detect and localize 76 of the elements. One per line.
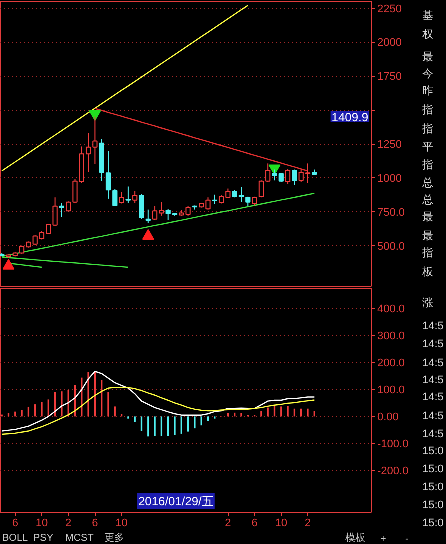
y-tick-label: 100.0 xyxy=(378,384,406,397)
text: 基 xyxy=(422,9,434,22)
text: 指 xyxy=(422,104,434,116)
text: + xyxy=(380,534,386,544)
text: 15:0 xyxy=(422,500,444,512)
x-tick-label: 2 xyxy=(66,518,72,530)
candlestick xyxy=(132,191,138,204)
y-tick-label: 400.0 xyxy=(378,304,406,316)
text: 昨 xyxy=(422,86,434,98)
text: 模板 xyxy=(346,532,366,544)
text: 最 xyxy=(422,212,434,224)
point xyxy=(142,229,154,240)
text: 14:5 xyxy=(422,320,444,332)
text: 最 xyxy=(422,52,434,64)
y-tick-label: 0.00 xyxy=(378,412,399,424)
candlestick xyxy=(139,194,144,220)
point xyxy=(2,259,15,270)
candlestick xyxy=(146,209,151,224)
text: 14:5 xyxy=(422,338,444,350)
text: 权 xyxy=(422,29,434,41)
text: 最 xyxy=(422,230,434,242)
x-tick-label: 6 xyxy=(12,518,18,530)
text: 更多 xyxy=(104,532,124,544)
text: 指 xyxy=(422,160,434,172)
line-series xyxy=(1,371,316,432)
line-series xyxy=(1,4,249,172)
text: 平 xyxy=(422,142,434,154)
text: 15:0 xyxy=(422,446,444,458)
y-tick-label: 2000 xyxy=(378,37,402,50)
text: 14:5 xyxy=(422,374,444,386)
text: PSY xyxy=(34,533,54,544)
text: 总 xyxy=(422,194,434,206)
text: 15:0 xyxy=(422,482,444,494)
y-tick-label: 2250 xyxy=(378,3,402,16)
line-series xyxy=(1,386,316,436)
candlestick xyxy=(59,202,65,218)
text: 1409.9 xyxy=(332,110,369,124)
text: 14:5 xyxy=(422,358,444,370)
y-tick-label: 750.0 xyxy=(378,206,406,219)
candlestick xyxy=(285,168,291,185)
text: 板 xyxy=(422,266,434,278)
text: 总 xyxy=(422,176,434,190)
candlestick xyxy=(106,150,112,200)
x-tick-label: 10 xyxy=(36,518,48,530)
y-tick-label: 1000 xyxy=(378,172,402,185)
text: 14:5 xyxy=(422,392,444,404)
y-tick-label: 500.0 xyxy=(378,240,406,253)
text: 15:0 xyxy=(422,518,444,530)
candlestick xyxy=(126,186,132,204)
text: BOLL xyxy=(2,533,29,544)
y-tick-label: 1250 xyxy=(378,139,402,151)
x-tick-label: 6 xyxy=(252,518,258,530)
y-tick-label: -200.0 xyxy=(378,466,409,478)
text: MCST xyxy=(66,533,94,544)
annotation: 2016/01/29/五 xyxy=(138,494,214,508)
text: 14:5 xyxy=(422,410,444,422)
y-tick-label: 1750 xyxy=(378,71,402,84)
candlestick xyxy=(212,194,218,205)
candlestick xyxy=(292,169,298,186)
y-tick-label: 200.0 xyxy=(378,358,406,370)
y-tick-label: -100.0 xyxy=(378,438,409,451)
candlestick xyxy=(112,188,118,207)
text: 今 xyxy=(422,68,434,80)
text: 14:5 xyxy=(422,428,444,440)
text: 15:0 xyxy=(422,464,444,476)
text: 涨 xyxy=(422,298,434,310)
x-tick-label: 10 xyxy=(275,518,288,530)
x-tick-label: 10 xyxy=(116,518,128,530)
x-tick-label: 6 xyxy=(92,518,98,530)
x-tick-label: 2 xyxy=(225,518,232,530)
text: 指 xyxy=(422,124,434,136)
text: - xyxy=(406,534,409,544)
y-tick-label: 300.0 xyxy=(378,330,406,343)
text: 指 xyxy=(422,248,434,260)
point xyxy=(89,110,102,121)
x-tick-label: 2 xyxy=(304,518,312,530)
